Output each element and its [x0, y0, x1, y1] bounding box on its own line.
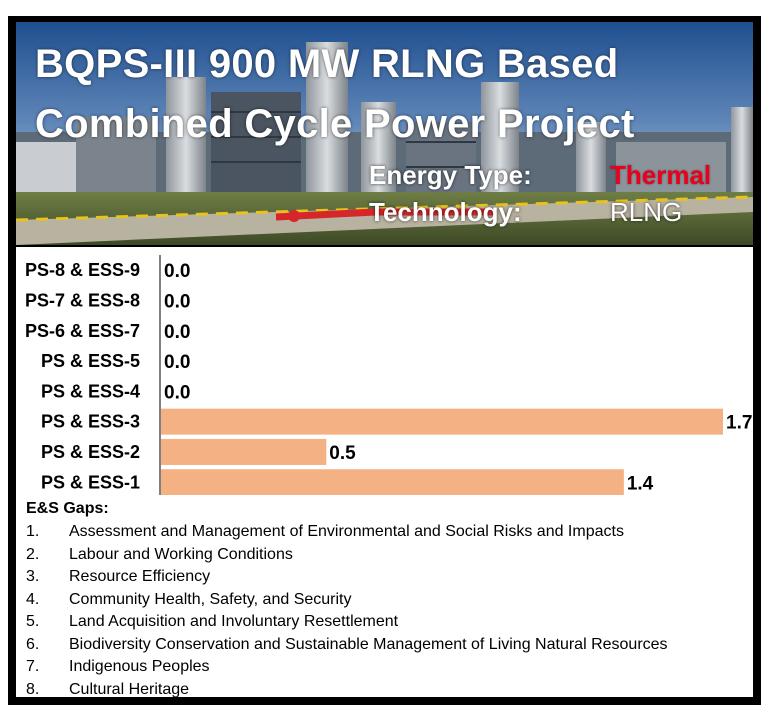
energy-type-label: Energy Type: — [369, 160, 532, 190]
bar — [161, 469, 624, 495]
list-item-number: 6. — [26, 635, 40, 653]
list-item-number: 7. — [26, 658, 40, 675]
project-title-line-1: BQPS-III 900 MW RLNG Based — [35, 42, 619, 86]
data-label: 1.7 — [726, 413, 752, 434]
list-item-text: Assessment and Management of Environment… — [69, 523, 624, 540]
category-label: PS & ESS-4 — [41, 381, 140, 401]
category-label: PS-6 & ESS-7 — [25, 321, 140, 341]
category-label: PS & ESS-3 — [41, 412, 140, 432]
project-title-line-2: Combined Cycle Power Project — [35, 102, 635, 146]
slide-frame: BQPS-III 900 MW RLNG Based Combined Cycl… — [8, 16, 761, 705]
bar — [161, 438, 327, 465]
slide-content: BQPS-III 900 MW RLNG Based Combined Cycl… — [16, 22, 753, 697]
category-label: PS-7 & ESS-8 — [25, 290, 140, 310]
list-item-text: Indigenous Peoples — [69, 658, 210, 675]
category-label: PS & ESS-1 — [41, 472, 140, 492]
list-item-text: Cultural Heritage — [69, 680, 190, 698]
banner-photo: BQPS-III 900 MW RLNG Based Combined Cycl… — [16, 22, 753, 245]
banner-divider — [16, 245, 753, 247]
list-item-number: 2. — [26, 545, 40, 563]
energy-type-value: Thermal — [610, 160, 712, 190]
list-item-number: 1. — [26, 523, 40, 540]
list-item-text: Land Acquisition and Involuntary Resettl… — [69, 613, 399, 630]
list-item-number: 3. — [26, 568, 40, 585]
data-label: 0.5 — [329, 443, 356, 464]
bar — [161, 408, 723, 435]
es-gaps-heading: E&S Gaps: — [26, 500, 109, 517]
power-plant-image — [16, 22, 753, 245]
data-label: 0.0 — [164, 382, 190, 403]
data-label: 0.0 — [164, 291, 190, 312]
category-label: PS & ESS-2 — [41, 442, 140, 462]
category-label: PS-8 & ESS-9 — [25, 260, 140, 280]
category-label: PS & ESS-5 — [41, 351, 140, 371]
data-label: 1.4 — [627, 473, 654, 494]
list-item-text: Resource Efficiency — [69, 568, 211, 585]
technology-label: Technology: — [369, 197, 522, 227]
technology-value: RLNG — [610, 197, 683, 227]
es-gap-bar-chart: PS-8 & ESS-9 0.0 PS-7 & ESS-8 0.0 PS-6 & ESS… — [25, 255, 752, 495]
list-item-number: 4. — [26, 590, 40, 608]
list-item-number: 8. — [26, 680, 40, 698]
data-label: 0.0 — [164, 352, 190, 373]
data-label: 0.0 — [164, 261, 190, 282]
list-item-text: Labour and Working Conditions — [69, 545, 293, 563]
data-label: 0.0 — [164, 322, 190, 343]
list-item-text: Biodiversity Conservation and Sustainabl… — [69, 635, 668, 653]
list-item-text: Community Health, Safety, and Security — [69, 590, 352, 608]
list-item-number: 5. — [26, 613, 40, 630]
